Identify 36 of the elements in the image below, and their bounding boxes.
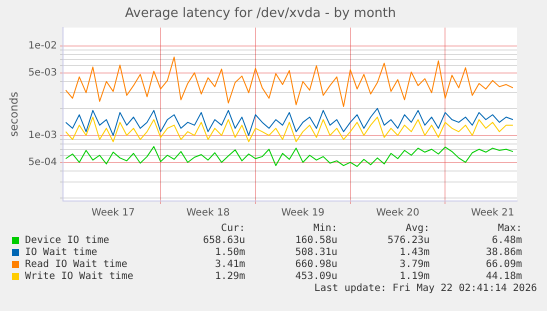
text: 508.31u [294, 246, 338, 258]
y-tick-label: 1e-02 [28, 40, 58, 52]
chart-title: Average latency for /dev/xvda - by month [125, 6, 396, 22]
text: 576.23u [386, 234, 430, 246]
text: 38.86m [484, 246, 522, 258]
legend-label: Device IO time [25, 234, 110, 246]
text: 6.48m [490, 234, 522, 246]
text: Avg: [404, 223, 430, 234]
y-axis-title: seconds [7, 92, 20, 137]
text: 1.43m [398, 246, 430, 258]
text: 1.19m [398, 270, 430, 282]
text: 3.79m [398, 258, 430, 270]
text: 66.09m [484, 258, 522, 270]
legend-label: Write IO Wait time [25, 270, 134, 282]
text: Last update: Fri May 22 02:41:14 2026 [313, 283, 537, 294]
x-tick-label: Week 17 [92, 208, 135, 219]
y-tick-label: 5e-03 [28, 67, 58, 78]
text: 3.41m [214, 258, 246, 270]
x-tick-label: Week 21 [470, 208, 514, 219]
text: Max: [496, 223, 522, 234]
text: 658.63u [202, 234, 246, 246]
text: 1.29m [214, 270, 246, 282]
x-tick-label: Week 19 [281, 208, 325, 219]
y-tick-label: 5e-04 [28, 156, 58, 168]
text: 160.58u [294, 234, 338, 246]
text: 453.09u [294, 270, 338, 282]
text: Min: [312, 223, 338, 234]
text: Cur: [220, 223, 246, 234]
legend-label: Read IO Wait time [25, 258, 128, 270]
x-tick-label: Week 20 [376, 208, 420, 219]
text: 44.18m [484, 270, 522, 282]
y-tick-label: 1e-03 [28, 130, 58, 141]
text: 660.98u [294, 258, 338, 270]
x-tick-label: Week 18 [186, 208, 230, 219]
text: 1.50m [214, 246, 246, 258]
legend-label: IO Wait time [25, 246, 98, 258]
